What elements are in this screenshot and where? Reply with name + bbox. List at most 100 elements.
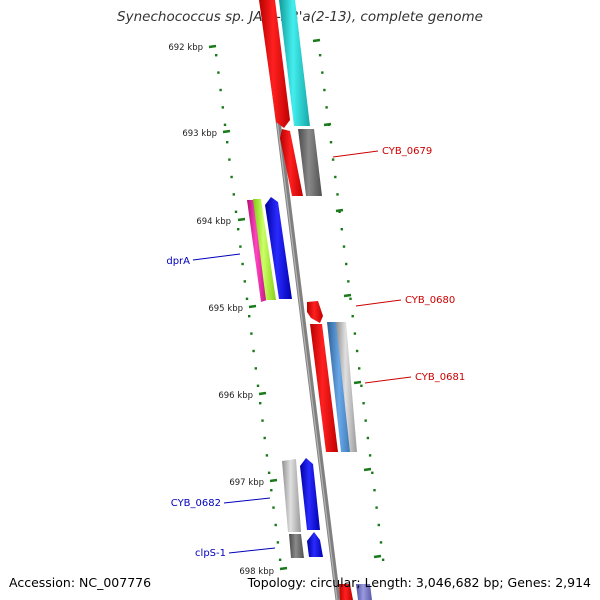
minor-tick-dot — [336, 193, 339, 196]
minor-tick-dot — [215, 54, 218, 57]
minor-tick-dot — [259, 402, 262, 405]
minor-tick-dot — [272, 506, 275, 509]
minor-tick-dot — [265, 454, 269, 457]
major-tick — [353, 380, 362, 385]
minor-tick-dot — [377, 523, 380, 527]
minor-tick-dot — [230, 175, 233, 179]
kbp-tick-label: 692 kbp — [168, 43, 203, 53]
minor-tick-dot — [221, 106, 224, 109]
minor-tick-dot — [364, 419, 367, 422]
gene-arrow-cyan[interactable] — [279, 0, 310, 126]
minor-tick-dot — [371, 471, 374, 474]
minor-tick-dot — [329, 141, 333, 144]
minor-tick-dot — [373, 489, 376, 492]
minor-tick-dot — [263, 436, 266, 440]
gene-label-cyb0681[interactable]: CYB_0681 — [415, 372, 465, 383]
minor-tick-dot — [248, 315, 251, 318]
major-tick — [312, 38, 321, 43]
minor-tick-dot — [375, 506, 378, 509]
minor-tick-dot — [245, 297, 249, 300]
gene-arrow-dpra-lime[interactable] — [253, 199, 276, 300]
gene-label-cyb0682[interactable]: CYB_0682 — [171, 498, 221, 509]
minor-tick-dot — [321, 71, 324, 74]
minor-tick-dot — [360, 384, 363, 387]
kbp-tick-label: 698 kbp — [239, 567, 274, 577]
minor-tick-dot — [278, 558, 282, 561]
minor-tick-dot — [345, 262, 348, 266]
kbp-tick-label: 696 kbp — [218, 391, 253, 401]
gene-arrow-clps-gray[interactable] — [289, 534, 304, 558]
gene-arrow-red-bottom[interactable] — [339, 584, 353, 600]
accession-label: Accession: NC_007776 — [9, 575, 152, 590]
minor-tick-dot — [261, 419, 264, 422]
leader-line-cyb0679 — [332, 150, 379, 158]
gene-arrow-gray[interactable] — [298, 129, 322, 196]
minor-tick-dot — [381, 558, 385, 561]
minor-tick-dot — [232, 193, 235, 196]
major-tick — [363, 467, 372, 472]
minor-tick-dot — [368, 454, 372, 457]
minor-tick-dot — [366, 436, 370, 440]
tick-dots — [215, 54, 385, 561]
leader-line-cyb0681 — [364, 376, 412, 384]
gene-label-dpra[interactable]: dprA — [166, 256, 190, 267]
major-tick — [323, 122, 332, 127]
major-tick — [269, 478, 278, 483]
gene-labels: CYB_0679 CYB_0680 CYB_0681 dprA CYB_0682… — [166, 146, 465, 559]
minor-tick-dot — [228, 158, 231, 161]
gene-arrow-clps-blue[interactable] — [307, 532, 323, 557]
leader-line-clps1 — [228, 547, 276, 554]
minor-tick-dot — [325, 106, 328, 109]
minor-tick-dot — [358, 367, 361, 370]
minor-tick-dot — [223, 123, 227, 126]
gene-label-cyb0680[interactable]: CYB_0680 — [405, 295, 455, 306]
gene-arrow-blue-lower[interactable] — [300, 458, 320, 530]
major-tick — [343, 293, 352, 298]
gene-arrow-dpra-blue[interactable] — [265, 197, 292, 299]
minor-tick-dot — [379, 541, 383, 544]
gene-arrow-cyb0680-red[interactable] — [307, 301, 323, 323]
major-tick — [237, 217, 246, 222]
kbp-ticks: 692 kbp 693 kbp 694 kbp 695 kbp 696 kbp … — [168, 38, 382, 577]
minor-tick-dot — [323, 88, 326, 92]
minor-tick-dot — [270, 489, 273, 492]
minor-tick-dot — [347, 280, 350, 283]
major-tick — [279, 566, 288, 571]
minor-tick-dot — [243, 280, 246, 283]
gene-label-cyb0679[interactable]: CYB_0679 — [382, 146, 432, 157]
leader-line-dpra — [192, 253, 241, 261]
minor-tick-dot — [250, 332, 253, 335]
kbp-tick-label: 697 kbp — [229, 478, 264, 488]
kbp-tick-label: 693 kbp — [182, 129, 217, 139]
gene-arrow-dpra-magenta[interactable] — [247, 200, 267, 302]
minor-tick-dot — [353, 332, 357, 335]
major-tick — [222, 129, 231, 134]
minor-tick-dot — [355, 349, 359, 353]
gene-arrow-red[interactable] — [259, 0, 290, 128]
minor-tick-dot — [219, 88, 222, 92]
minor-tick-dot — [234, 210, 238, 213]
map-title: Synechococcus sp. JA-2-3B'a(2-13), compl… — [117, 9, 483, 25]
minor-tick-dot — [254, 367, 257, 370]
minor-tick-dot — [276, 541, 280, 544]
minor-tick-dot — [331, 158, 335, 161]
minor-tick-dot — [239, 245, 242, 248]
gene-arrow-purple-bottom[interactable] — [356, 584, 372, 600]
minor-tick-dot — [340, 228, 343, 231]
gene-arrow-cyb0682-lightgray[interactable] — [282, 459, 301, 532]
gene-arrow-cyb0679-red[interactable] — [280, 129, 303, 196]
gene-arrow-cyb0681-red[interactable] — [310, 324, 338, 452]
leader-line-cyb0682 — [223, 497, 271, 504]
kbp-tick-label: 695 kbp — [208, 304, 243, 314]
reverse-strand-genes — [247, 197, 323, 558]
minor-tick-dot — [256, 384, 260, 387]
gene-label-clps1[interactable]: clpS-1 — [195, 548, 226, 559]
genome-stats-label: Topology: circular; Length: 3,046,682 bp… — [247, 575, 591, 590]
minor-tick-dot — [318, 54, 322, 57]
gene-arrow-lightgray[interactable] — [336, 322, 357, 452]
major-tick — [248, 304, 257, 309]
major-tick — [208, 44, 217, 49]
leader-line-cyb0680 — [355, 299, 402, 307]
minor-tick-dot — [351, 315, 354, 318]
